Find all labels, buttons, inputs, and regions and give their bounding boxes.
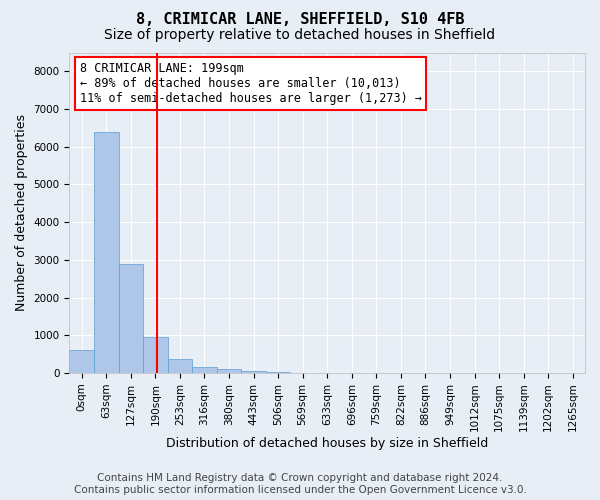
Text: Contains HM Land Registry data © Crown copyright and database right 2024.
Contai: Contains HM Land Registry data © Crown c… [74, 474, 526, 495]
Bar [143, 337, 167, 373]
Text: Size of property relative to detached houses in Sheffield: Size of property relative to detached ho… [104, 28, 496, 42]
X-axis label: Distribution of detached houses by size in Sheffield: Distribution of detached houses by size … [166, 437, 488, 450]
Bar [94, 132, 119, 373]
Text: 8 CRIMICAR LANE: 199sqm
← 89% of detached houses are smaller (10,013)
11% of sem: 8 CRIMICAR LANE: 199sqm ← 89% of detache… [80, 62, 422, 105]
Bar [167, 359, 192, 373]
Y-axis label: Number of detached properties: Number of detached properties [15, 114, 28, 311]
Bar [266, 372, 290, 373]
Bar [192, 367, 217, 373]
Text: 8, CRIMICAR LANE, SHEFFIELD, S10 4FB: 8, CRIMICAR LANE, SHEFFIELD, S10 4FB [136, 12, 464, 28]
Bar [217, 370, 241, 373]
Bar [241, 370, 266, 373]
Bar [70, 350, 94, 373]
Bar [119, 264, 143, 373]
